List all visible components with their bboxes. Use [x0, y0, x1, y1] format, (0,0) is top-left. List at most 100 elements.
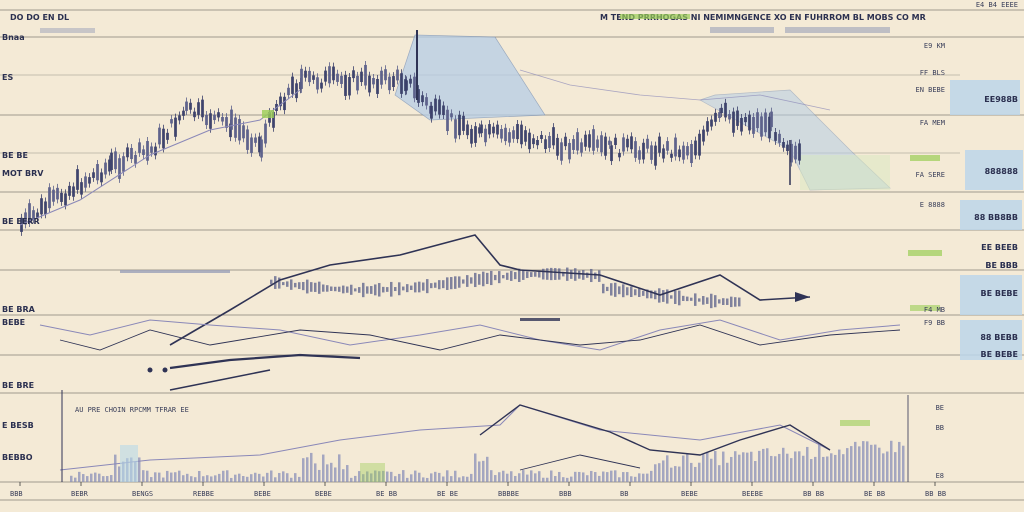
candle-body-65	[272, 111, 275, 128]
candle-body-124	[496, 124, 499, 135]
main-right-label-4: FA SERE	[915, 171, 945, 179]
candle-body-63	[264, 123, 267, 144]
volume-bar-160	[710, 458, 713, 482]
volume-bar-181	[794, 451, 797, 482]
candle-body-201	[798, 143, 801, 161]
mid-candle-84	[606, 286, 609, 292]
volume-bar-86	[414, 470, 417, 482]
candle-body-145	[580, 142, 583, 153]
mid-candle-104	[686, 296, 689, 302]
volume-bar-207	[898, 441, 901, 482]
mid-candle-17	[338, 286, 341, 292]
mid-trend-arrow	[795, 292, 810, 302]
mid-candle-99	[666, 289, 669, 304]
candle-body-50	[217, 112, 220, 118]
price-area-highlight	[800, 155, 890, 190]
mid-candle-92	[638, 288, 641, 297]
lower-line-light	[59, 404, 831, 471]
volume-bar-133	[602, 471, 605, 482]
candle-body-93	[380, 70, 383, 85]
candle-body-147	[588, 134, 591, 148]
mid-candle-10	[310, 282, 313, 292]
candle-body-57	[242, 125, 245, 139]
volume-bar-66	[334, 467, 337, 482]
candle-body-193	[768, 116, 771, 139]
mid-candle-93	[642, 290, 645, 296]
mid-candle-73	[562, 271, 565, 277]
candle-body-62	[260, 139, 263, 158]
mid-signal-line-2	[169, 369, 271, 391]
candle-body-59	[250, 137, 253, 153]
candle-body-27	[126, 147, 129, 158]
main-right-label-1: FF BLS	[920, 69, 945, 77]
candle-body-144	[576, 132, 579, 151]
volume-bar-171	[754, 461, 757, 482]
x-tick-label-10: BB	[620, 490, 628, 498]
candle-body-160	[638, 150, 641, 160]
lower-line-dark-2	[519, 454, 641, 471]
candle-body-88	[360, 71, 363, 83]
volume-bar-184	[806, 446, 809, 482]
mid-candle-20	[350, 284, 353, 295]
candle-body-96	[392, 76, 395, 88]
header-bar-2	[785, 27, 890, 33]
candle-body-101	[409, 78, 412, 84]
mid-candle-5	[290, 279, 293, 290]
volume-bar-80	[390, 471, 393, 482]
lower-right-label-0: BE	[936, 404, 944, 412]
candle-body-190	[756, 112, 759, 129]
mid-candle-52	[478, 274, 481, 285]
mid-candle-88	[622, 284, 625, 298]
candle-body-186	[740, 117, 743, 132]
volume-bar-118	[542, 477, 545, 482]
volume-bar-32	[198, 471, 201, 482]
candle-body-53	[229, 123, 232, 138]
candle-body-13	[72, 186, 75, 197]
candle-body-3	[32, 210, 35, 220]
volume-bar-68	[342, 469, 345, 482]
mid-candle-71	[554, 268, 557, 280]
volume-bar-36	[214, 475, 217, 482]
volume-bar-49	[266, 472, 269, 482]
right-tag-label-0: EE988B	[984, 95, 1018, 104]
volume-bar-76	[374, 470, 377, 482]
volume-bar-149	[666, 455, 669, 482]
candle-body-85	[348, 77, 351, 96]
candle-body-142	[568, 142, 571, 160]
candle-body-31	[142, 149, 145, 155]
header-title-center: M TEND PRRHOGAS NI NEMIMNGENCE XO EN FUH…	[600, 13, 926, 22]
mid-candle-41	[434, 282, 437, 288]
mid-candle-26	[374, 284, 377, 296]
candle-body-26	[122, 156, 125, 172]
mid-candle-25	[370, 286, 373, 294]
mid-candle-105	[690, 297, 693, 301]
candle-body-23	[110, 152, 113, 171]
candle-body-55	[234, 117, 237, 138]
volume-bar-110	[510, 471, 513, 482]
mid-candle-107	[698, 298, 701, 302]
candle-body-42	[185, 101, 188, 111]
candle-body-20	[100, 172, 103, 183]
mid-candle-76	[574, 268, 577, 281]
candle-body-107	[430, 105, 433, 119]
candle-body-16	[84, 176, 87, 188]
candle-body-14	[76, 169, 79, 190]
candle-body-76	[312, 75, 315, 80]
volume-bar-98	[462, 476, 465, 482]
volume-bar-48	[262, 476, 265, 482]
mid-candle-4	[286, 281, 289, 287]
mid-candle-115	[730, 296, 733, 308]
candle-body-95	[388, 76, 391, 91]
candle-body-37	[166, 132, 169, 140]
mid-candle-43	[442, 280, 445, 289]
x-tick-label-0: BBB	[10, 490, 23, 498]
x-tick-label-12: BEEBE	[742, 490, 763, 498]
mid-right-tag-1: BE BBB	[985, 261, 1018, 270]
mid-candle-62	[518, 268, 521, 282]
volume-bar-12	[118, 466, 121, 482]
volume-bar-67	[338, 454, 341, 482]
volume-bar-23	[162, 477, 165, 482]
candle-body-168	[670, 153, 673, 158]
mid-bar-1	[120, 270, 230, 273]
candle-body-6	[44, 201, 47, 215]
